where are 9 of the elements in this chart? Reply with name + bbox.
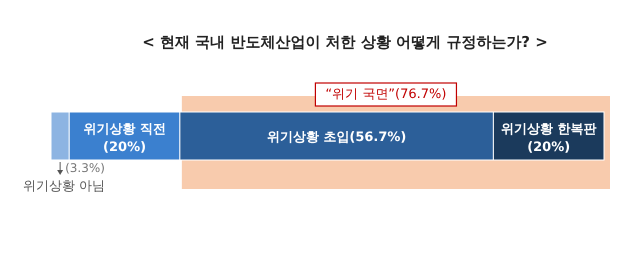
chart-title: < 현재 국내 반도체산업이 처한 상황 어떻게 규정하는가? > [142,33,548,51]
series-label: 위기상황 한복판 [500,122,596,137]
series-label: 위기상황 직전 [83,122,166,137]
data-label: (20%) [527,140,570,155]
band-label: “위기 국면”(76.7%) [325,87,446,102]
text: 위기상황 초입(56.7%) [266,130,406,145]
data-label: (3.3%) [65,161,105,175]
data-label: (20%) [103,140,146,155]
text: 위기상황 아님 [23,179,106,194]
